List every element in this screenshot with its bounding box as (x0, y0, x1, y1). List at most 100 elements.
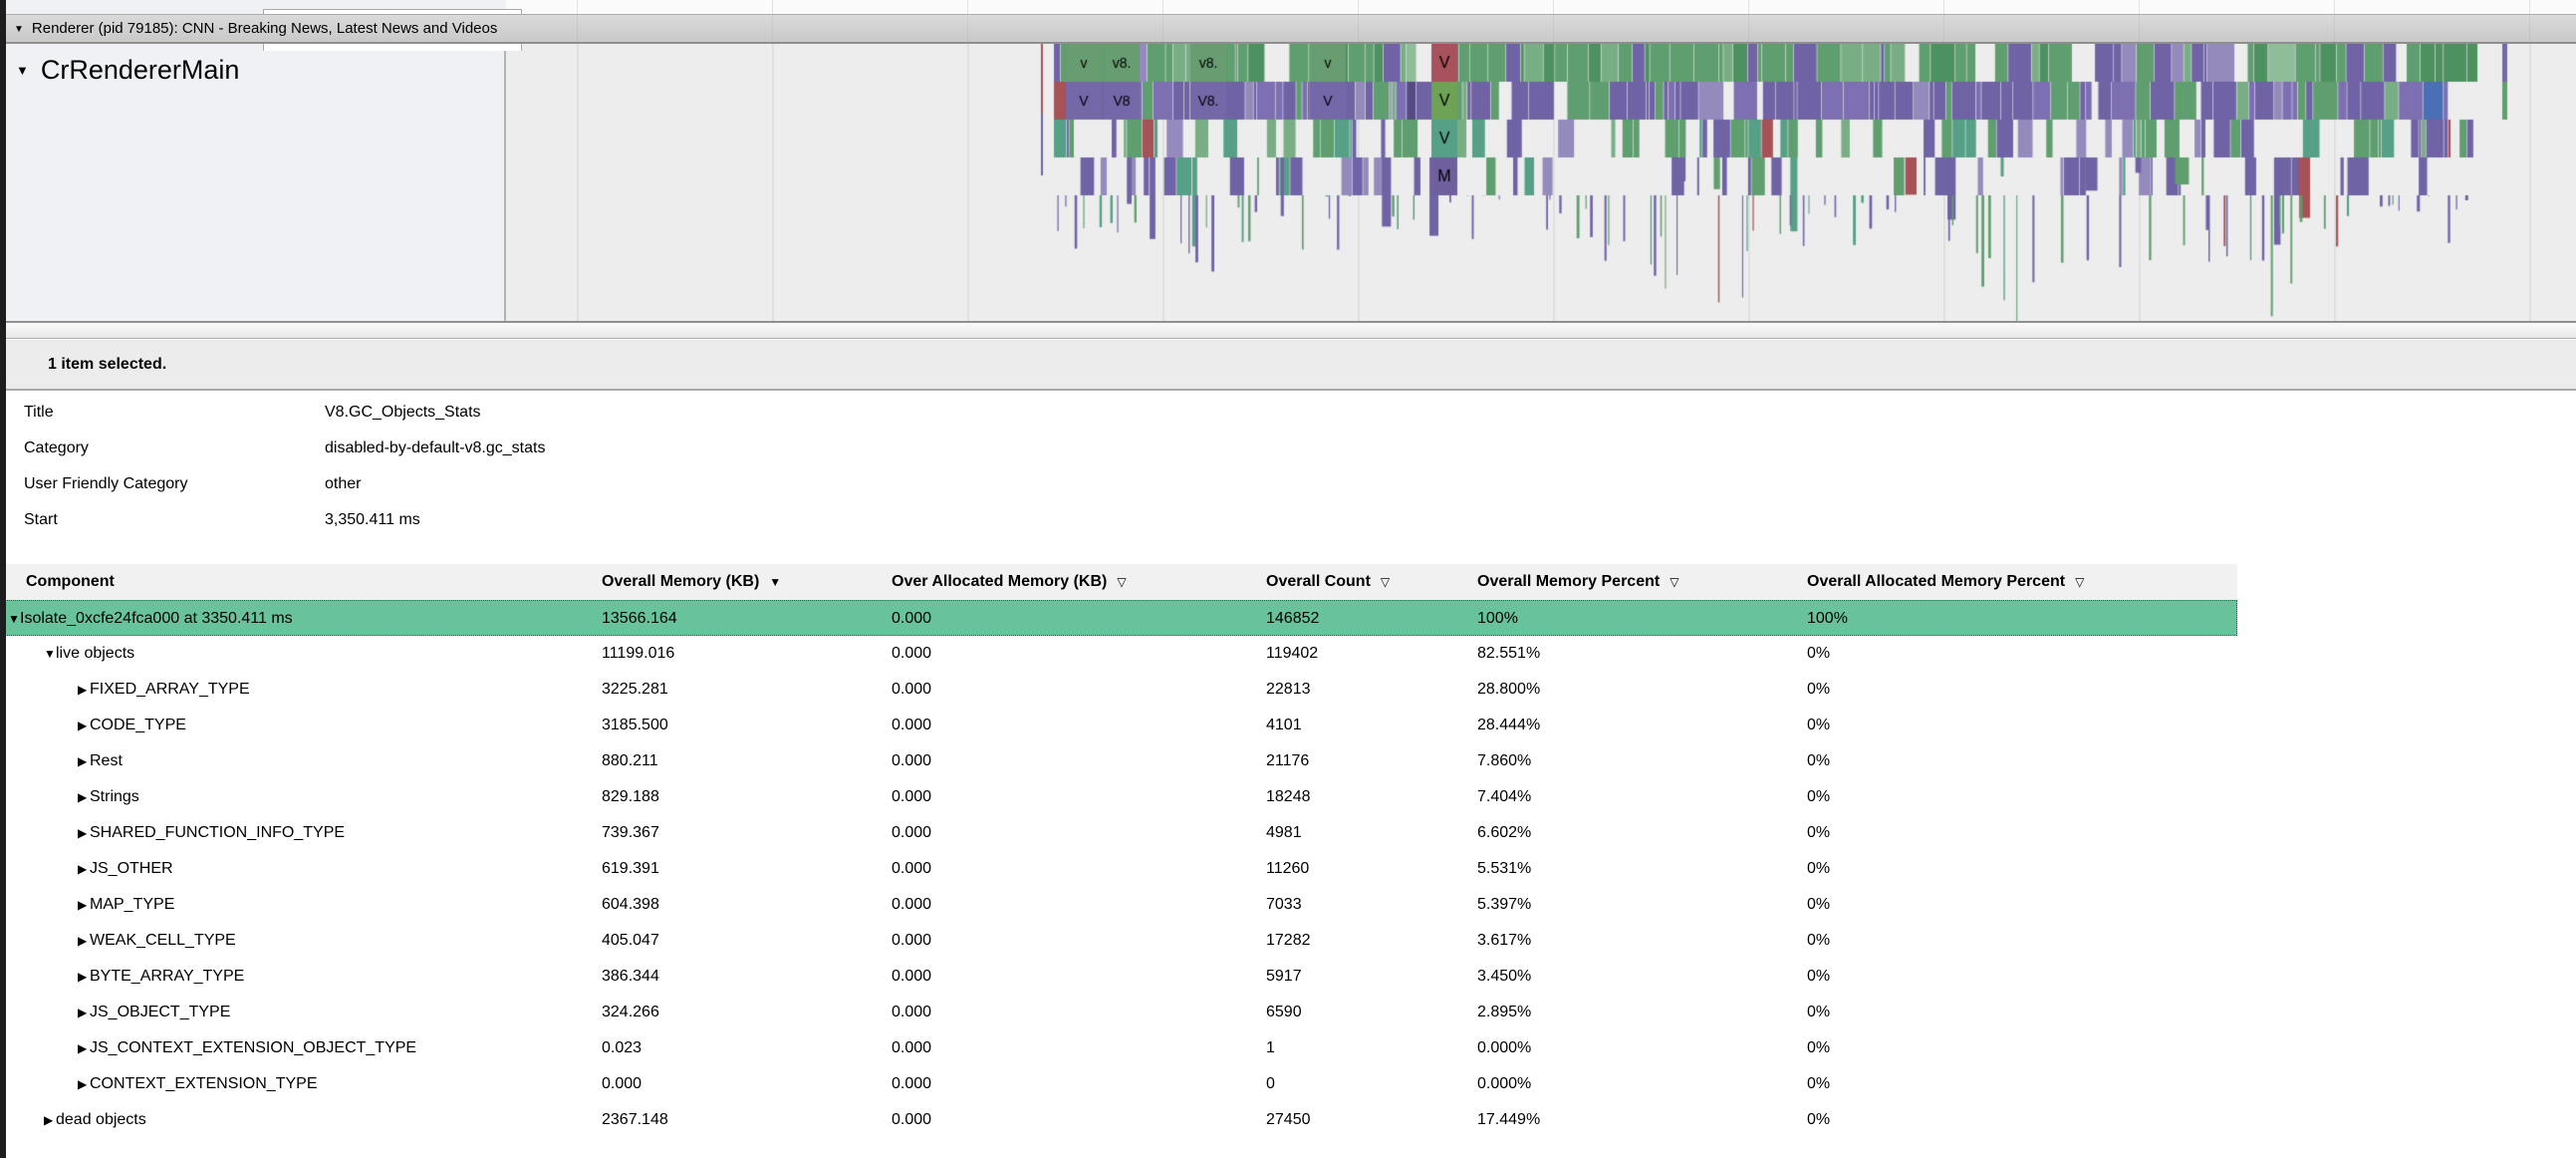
memory-cell: 13566.164 (602, 610, 677, 627)
column-header-overall-memory-percent[interactable]: Overall Memory Percent ▽ (1477, 573, 1679, 590)
memory-percent-cell: 28.800% (1477, 681, 1541, 698)
column-header-over-allocated-memory-kb-[interactable]: Over Allocated Memory (KB) ▽ (892, 573, 1127, 590)
memory-percent-cell: 0.000% (1477, 1075, 1532, 1092)
allocated-percent-cell: 0% (1807, 932, 1831, 949)
allocated-percent-cell: 0% (1807, 1111, 1831, 1128)
over-allocated-cell: 0.000 (892, 860, 932, 877)
allocated-percent-cell: 0% (1807, 645, 1831, 662)
over-allocated-cell: 0.000 (892, 681, 932, 698)
table-row[interactable]: ▶ Rest 880.211 0.000 21176 7.860% 0% (0, 743, 2237, 779)
table-row[interactable]: ▶ JS_OTHER 619.391 0.000 11260 5.531% 0% (0, 851, 2237, 887)
collapsed-icon[interactable]: ▶ (44, 1113, 54, 1127)
table-row[interactable]: ▶ dead objects 2367.148 0.000 27450 17.449% 0% (0, 1102, 2237, 1138)
table-row[interactable]: ▶ Strings 829.188 0.000 18248 7.404% 0% (0, 779, 2237, 815)
window-left-edge (0, 0, 6, 1158)
table-row[interactable]: ▶ JS_CONTEXT_EXTENSION_OBJECT_TYPE 0.023 0.… (0, 1030, 2237, 1066)
over-allocated-cell: 0.000 (892, 752, 932, 769)
collapsed-icon[interactable]: ▶ (78, 754, 88, 768)
memory-cell: 2367.148 (602, 1111, 668, 1128)
table-row[interactable]: ▶ CONTEXT_EXTENSION_TYPE 0.000 0.000 0 0.000%… (0, 1066, 2237, 1102)
column-header-overall-memory-kb-[interactable]: Overall Memory (KB) ▼ (602, 573, 782, 590)
detail-section: Title V8.GC_Objects_Stats Category disabled… (0, 395, 2576, 538)
component-cell: dead objects (56, 1111, 146, 1128)
track-region: ▼ CrRendererMain (0, 44, 2576, 321)
table-row[interactable]: ▶ SHARED_FUNCTION_INFO_TYPE 739.367 0.000 49… (0, 815, 2237, 851)
component-cell: Isolate_0xcfe24fca000 at 3350.411 ms (20, 610, 293, 627)
allocated-percent-cell: 0% (1807, 681, 1831, 698)
memory-cell: 3225.281 (602, 681, 668, 698)
component-cell: FIXED_ARRAY_TYPE (90, 681, 250, 698)
over-allocated-cell: 0.000 (892, 610, 932, 627)
table-row[interactable]: ▶ WEAK_CELL_TYPE 405.047 0.000 17282 3.617% 0% (0, 923, 2237, 959)
over-allocated-cell: 0.000 (892, 968, 932, 985)
collapsed-icon[interactable]: ▶ (78, 683, 88, 697)
memory-percent-cell: 0.000% (1477, 1039, 1532, 1056)
over-allocated-cell: 0.000 (892, 932, 932, 949)
collapsed-icon[interactable]: ▶ (78, 1041, 88, 1055)
column-header-overall-count[interactable]: Overall Count ▽ (1266, 573, 1391, 590)
collapsed-icon[interactable]: ▶ (78, 934, 88, 948)
column-header-component[interactable]: Component (26, 573, 115, 590)
process-expander-icon[interactable]: ▼ (14, 24, 24, 35)
column-header-overall-allocated-memory-percent[interactable]: Overall Allocated Memory Percent ▽ (1807, 573, 2085, 590)
allocated-percent-cell: 0% (1807, 1075, 1831, 1092)
collapsed-icon[interactable]: ▶ (78, 790, 88, 804)
count-cell: 4101 (1266, 717, 1302, 733)
memory-cell: 739.367 (602, 824, 659, 841)
collapsed-icon[interactable]: ▶ (78, 826, 88, 840)
detail-row: Start 3,350.411 ms (0, 502, 2576, 538)
over-allocated-cell: 0.000 (892, 1039, 932, 1056)
memory-percent-cell: 7.860% (1477, 752, 1532, 769)
expanded-icon[interactable]: ▼ (8, 612, 20, 626)
count-cell: 21176 (1266, 752, 1310, 769)
collapsed-icon[interactable]: ▶ (78, 898, 88, 912)
over-allocated-cell: 0.000 (892, 896, 932, 913)
table-row[interactable]: ▶ JS_OBJECT_TYPE 324.266 0.000 6590 2.895% 0% (0, 995, 2237, 1030)
memory-cell: 829.188 (602, 788, 659, 805)
allocated-percent-cell: 0% (1807, 896, 1831, 913)
panel-splitter[interactable] (0, 321, 2576, 339)
component-cell: JS_CONTEXT_EXTENSION_OBJECT_TYPE (90, 1039, 417, 1056)
collapsed-icon[interactable]: ▶ (78, 719, 88, 732)
memory-percent-cell: 3.450% (1477, 968, 1532, 985)
count-cell: 0 (1266, 1075, 1275, 1092)
component-cell: Rest (90, 752, 123, 769)
table-row[interactable]: ▶ FIXED_ARRAY_TYPE 3225.281 0.000 22813 28.80… (0, 672, 2237, 708)
flame-chart-canvas[interactable] (506, 44, 2576, 321)
count-cell: 18248 (1266, 788, 1311, 805)
over-allocated-cell: 0.000 (892, 717, 932, 733)
table-row[interactable]: ▼ live objects 11199.016 0.000 119402 82.551%… (0, 636, 2237, 672)
table-row[interactable]: ▶ MAP_TYPE 604.398 0.000 7033 5.397% 0% (0, 887, 2237, 923)
table-row[interactable]: ▼ Isolate_0xcfe24fca000 at 3350.411 ms 135… (0, 600, 2237, 636)
component-cell: JS_OTHER (90, 860, 173, 877)
table-row[interactable]: ▶ BYTE_ARRAY_TYPE 386.344 0.000 5917 3.450% 0% (0, 959, 2237, 995)
memory-percent-cell: 17.449% (1477, 1111, 1541, 1128)
table-row[interactable]: ▶ CODE_TYPE 3185.500 0.000 4101 28.444% 0% (0, 708, 2237, 743)
memory-cell: 324.266 (602, 1004, 659, 1020)
memory-cell: 619.391 (602, 860, 659, 877)
count-cell: 22813 (1266, 681, 1311, 698)
sort-desc-icon: ▼ (769, 575, 782, 589)
expanded-icon[interactable]: ▼ (44, 647, 56, 661)
collapsed-icon[interactable]: ▶ (78, 1077, 88, 1091)
process-header-bar[interactable]: ▼ Renderer (pid 79185): CNN - Breaking Ne… (0, 14, 2576, 44)
memory-cell: 880.211 (602, 752, 658, 769)
memory-cell: 0.000 (602, 1075, 643, 1092)
detail-label: Title (24, 404, 54, 421)
detail-label: Start (24, 511, 58, 528)
collapsed-icon[interactable]: ▶ (78, 970, 88, 984)
allocated-percent-cell: 0% (1807, 788, 1831, 805)
memory-cell: 405.047 (602, 932, 659, 949)
component-cell: WEAK_CELL_TYPE (90, 932, 236, 949)
detail-value: 3,350.411 ms (325, 511, 420, 528)
detail-value: V8.GC_Objects_Stats (325, 404, 481, 421)
process-title: Renderer (pid 79185): CNN - Breaking New… (31, 20, 498, 37)
memory-percent-cell: 5.397% (1477, 896, 1532, 913)
collapsed-icon[interactable]: ▶ (78, 862, 88, 876)
over-allocated-cell: 0.000 (892, 824, 932, 841)
thread-expander-icon[interactable]: ▼ (16, 63, 29, 78)
thread-title: CrRendererMain (40, 55, 240, 85)
detail-label: User Friendly Category (24, 475, 188, 492)
collapsed-icon[interactable]: ▶ (78, 1006, 88, 1019)
memory-percent-cell: 2.895% (1477, 1004, 1532, 1020)
